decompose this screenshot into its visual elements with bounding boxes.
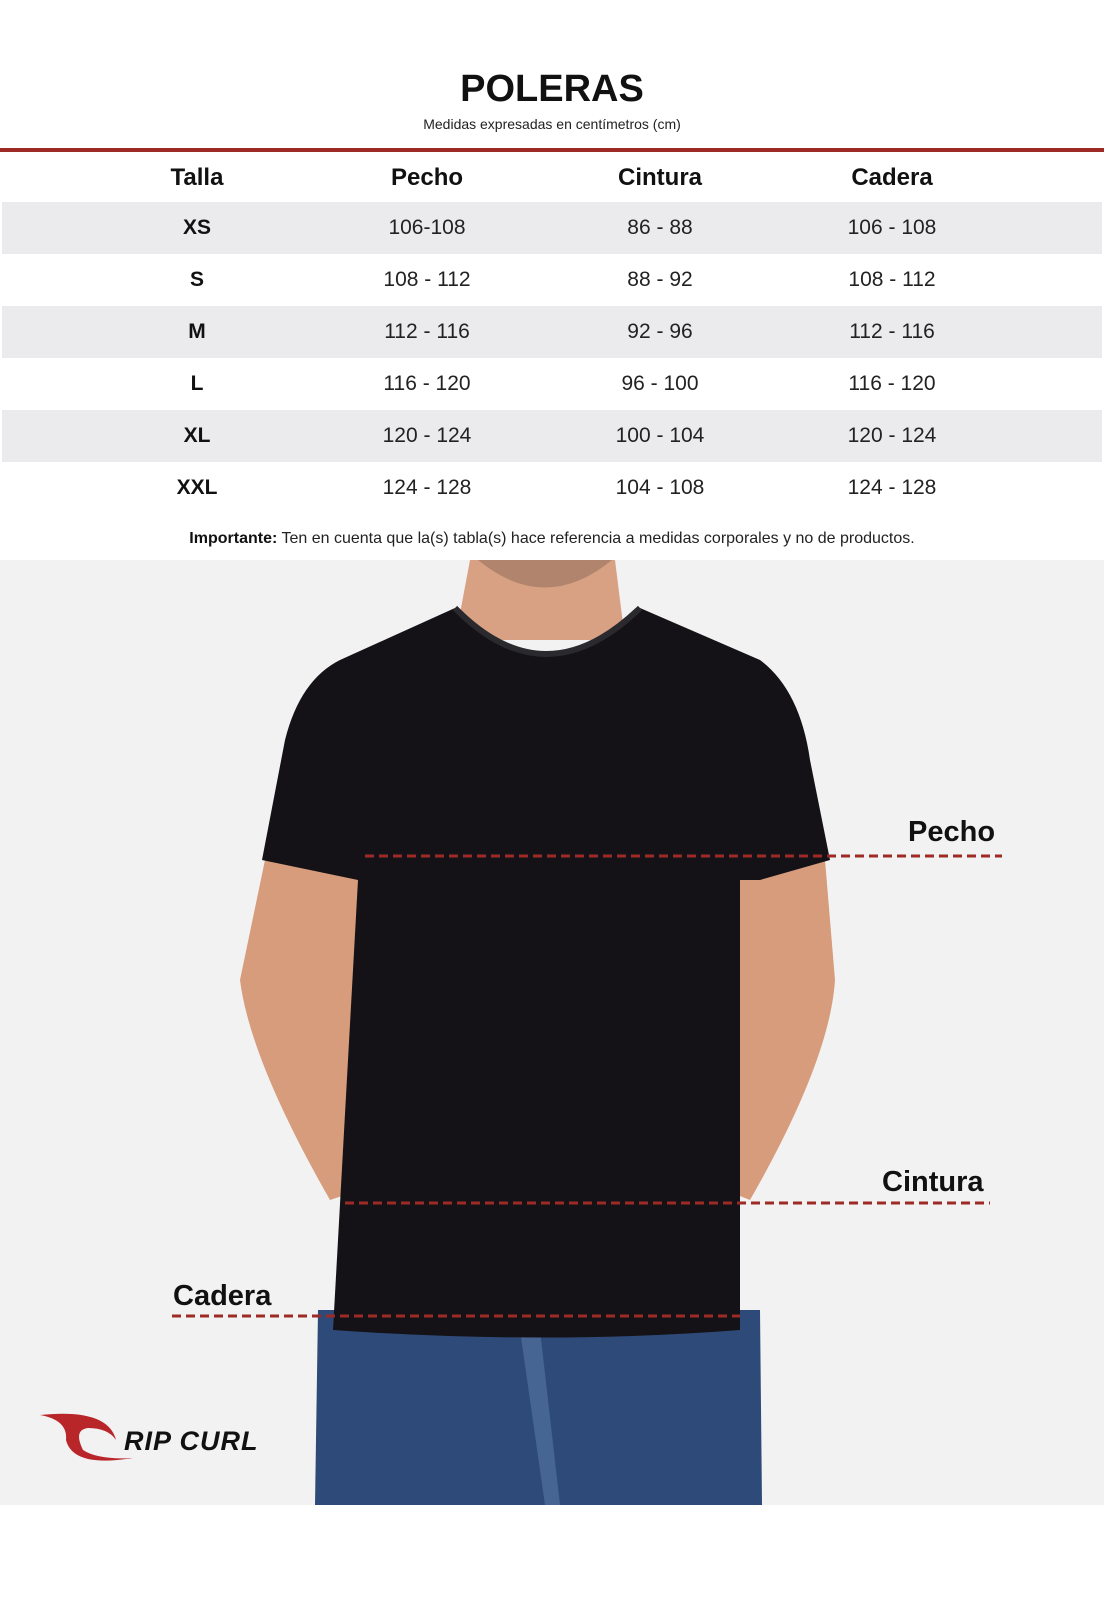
measure-cell: 86 - 88 (627, 216, 693, 239)
model-photo: Pecho Cintura Cadera RIP CURL (0, 560, 1104, 1505)
measure-cell: 120 - 124 (382, 424, 472, 447)
table-row: M 112 - 116 92 - 96 112 - 116 (2, 306, 1102, 358)
table-row: XXL 124 - 128 104 - 108 124 - 128 (2, 462, 1102, 514)
measure-cell: 108 - 112 (848, 268, 936, 291)
table-row: XL 120 - 124 100 - 104 120 - 124 (2, 410, 1102, 462)
table-row: S 108 - 112 88 - 92 108 - 112 (2, 254, 1102, 306)
measure-cell: 106-108 (388, 216, 466, 239)
logo-text: RIP CURL (124, 1426, 259, 1456)
measure-cell: 120 - 124 (847, 424, 937, 447)
important-note: Importante: Ten en cuenta que la(s) tabl… (0, 530, 1104, 548)
note-label: Importante: (189, 530, 278, 547)
size-cell: S (189, 268, 204, 291)
size-cell: L (190, 372, 204, 395)
wave-logo-icon (40, 1413, 133, 1461)
divider (0, 148, 1104, 152)
page-subtitle: Medidas expresadas en centímetros (cm) (423, 116, 681, 132)
chest-label: Pecho (908, 816, 996, 848)
header-cell: Pecho (390, 164, 464, 191)
measure-cell: 100 - 104 (615, 424, 705, 447)
page-title: POLERAS (460, 68, 644, 110)
model-illustration (240, 560, 835, 1505)
table-row: L 116 - 120 96 - 100 116 - 120 (2, 358, 1102, 410)
measure-cell: 104 - 108 (615, 476, 705, 499)
measure-cell: 112 - 116 (849, 320, 935, 343)
measure-cell: 108 - 112 (383, 268, 471, 291)
measure-cell: 124 - 128 (847, 476, 937, 499)
measure-cell: 112 - 116 (384, 320, 470, 343)
table-row: XS 106-108 86 - 88 106 - 108 (2, 202, 1102, 254)
measure-lines (172, 854, 1002, 1318)
measure-cell: 88 - 92 (627, 268, 693, 291)
header-cell: Talla (170, 164, 224, 191)
size-cell: M (188, 320, 206, 343)
measure-cell: 96 - 100 (621, 372, 699, 395)
header-cell: Cintura (618, 164, 702, 191)
size-cell: XS (182, 216, 211, 239)
waist-label: Cintura (882, 1166, 984, 1198)
size-cell: XL (183, 424, 211, 447)
measure-cell: 124 - 128 (382, 476, 472, 499)
note-text: Ten en cuenta que la(s) tabla(s) hace re… (277, 530, 915, 547)
measure-cell: 116 - 120 (383, 372, 471, 395)
rip-curl-logo: RIP CURL (38, 1410, 318, 1470)
table-header: Talla Pecho Cintura Cadera (2, 152, 1102, 204)
hip-label: Cadera (173, 1280, 272, 1312)
size-cell: XXL (176, 476, 218, 499)
measure-cell: 106 - 108 (847, 216, 937, 239)
measure-cell: 116 - 120 (848, 372, 936, 395)
header-cell: Cadera (851, 164, 933, 191)
measure-cell: 92 - 96 (627, 320, 693, 343)
